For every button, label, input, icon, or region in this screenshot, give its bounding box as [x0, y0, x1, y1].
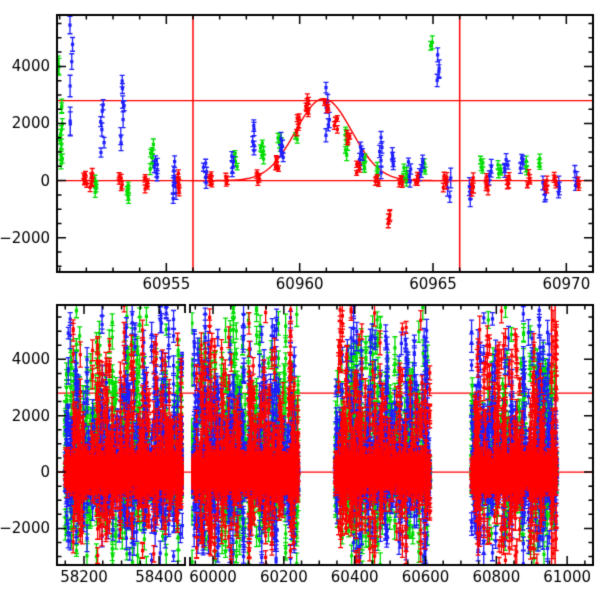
two-panel-light-curve-figure [0, 0, 600, 600]
light-curve-canvas [0, 0, 600, 600]
